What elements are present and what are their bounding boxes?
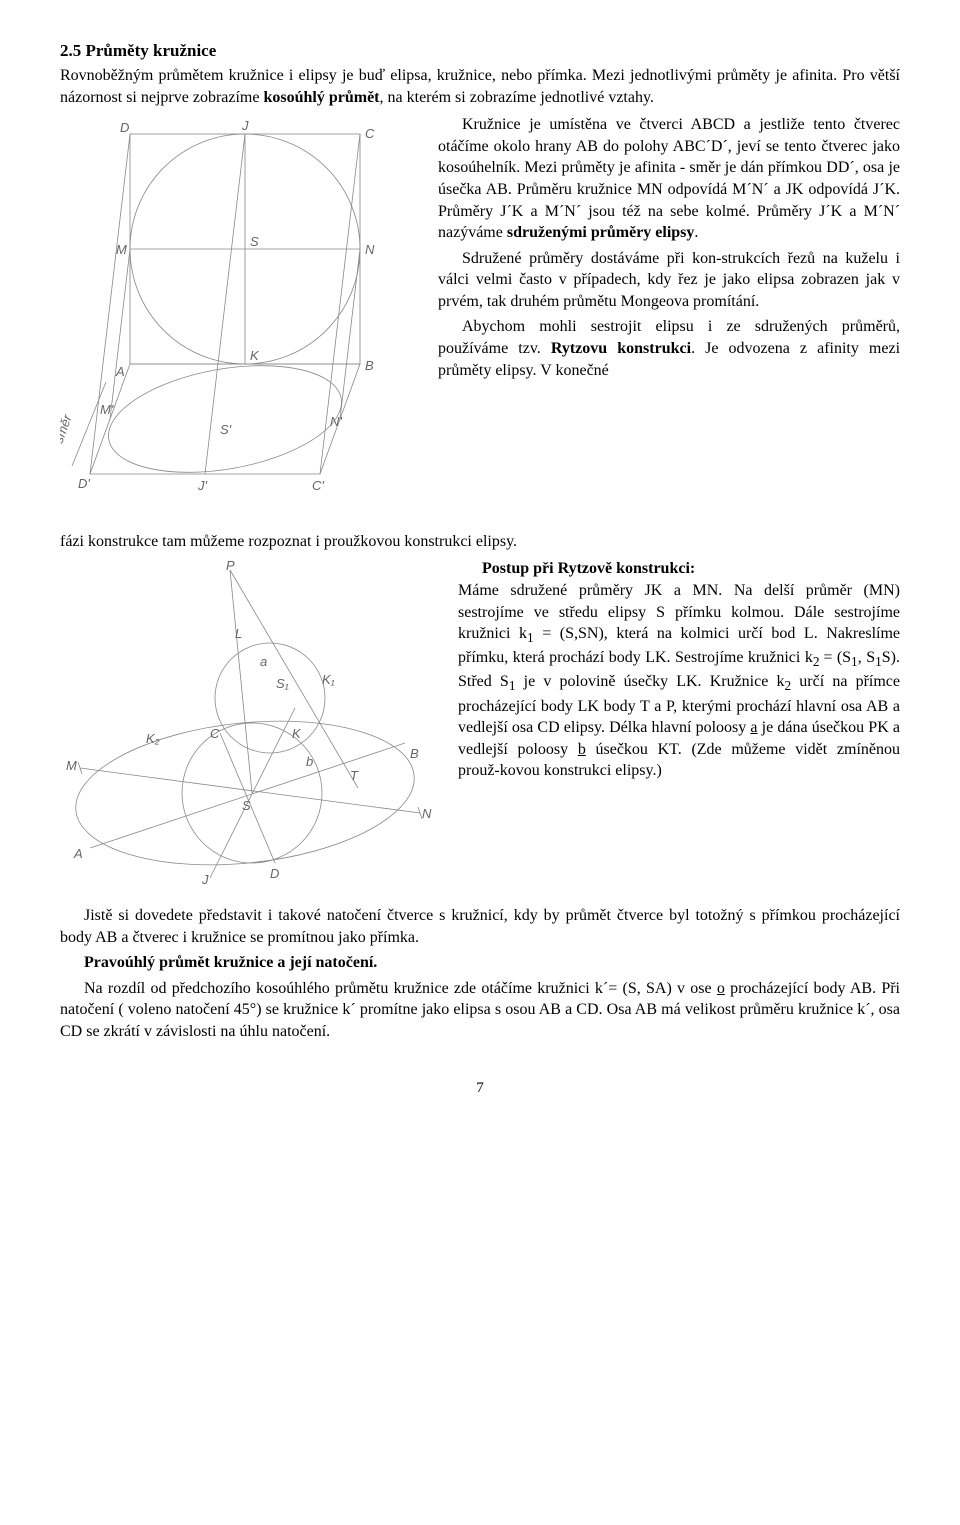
mid-line: fázi konstrukce tam můžeme rozpoznat i p… <box>60 531 900 553</box>
lbl2-K1: K₁ <box>322 672 335 687</box>
lbl2-S1: S₁ <box>276 676 289 691</box>
r2-d: , S <box>858 649 875 666</box>
r2-f: je v polovině úsečky LK. Kružnice k <box>516 673 785 690</box>
r2-head: Postup při Rytzově konstrukci: <box>482 560 695 577</box>
r2-s2: 2 <box>813 654 823 669</box>
figure-2: P L a S₁ K₁ K₂ C K b T B M S N A J D <box>60 558 440 895</box>
lbl2-D: D <box>270 866 279 881</box>
r1-p2: Sdružené průměry dostáváme při kon-struk… <box>438 248 900 313</box>
lbl-J: J <box>241 118 249 133</box>
section-heading: 2.5 Průměty kružnice <box>60 40 900 63</box>
subheading: Pravoúhlý průmět kružnice a její natočen… <box>60 952 900 974</box>
intro-tail: , na kterém si zobrazíme jednotlivé vzta… <box>380 89 654 106</box>
r1-p3b: Rytzovu konstrukci <box>551 340 691 357</box>
lbl2-J: J <box>201 872 209 887</box>
r1-p3: Abychom mohli sestrojit elipsu i ze sdru… <box>438 316 900 381</box>
lbl2-C: C <box>210 726 220 741</box>
lbl-Np: N' <box>330 414 342 429</box>
lbl2-P: P <box>226 558 235 573</box>
text-col-1: Kružnice je umístěna ve čtverci ABCD a j… <box>438 114 900 521</box>
lbl-C: C <box>365 126 375 141</box>
row-1: D J C M S N A K B M' S' N' D' J' C' směr… <box>60 114 900 521</box>
lbl2-a: a <box>260 654 267 669</box>
lbl2-L: L <box>235 626 242 641</box>
lbl2-A: A <box>73 846 83 861</box>
b2-uo: o <box>717 980 725 997</box>
r2-s4: 1 <box>875 654 882 669</box>
lbl2-b: b <box>306 754 313 769</box>
lbl-S: S <box>250 234 259 249</box>
r2-c: = (S <box>823 649 851 666</box>
lbl-smer: směr <box>60 412 75 445</box>
lbl2-K2: K₂ <box>146 731 160 746</box>
r2-body: Postup při Rytzově konstrukci: Máme sdru… <box>458 558 900 782</box>
page-number: 7 <box>60 1078 900 1098</box>
r2-s1: 1 <box>527 630 534 645</box>
r2-ua: a <box>750 719 757 736</box>
lbl2-T: T <box>350 768 359 783</box>
r2-s3: 1 <box>851 654 858 669</box>
r1-p1c: . <box>694 224 698 241</box>
row-2: P L a S₁ K₁ K₂ C K b T B M S N A J D Pos… <box>60 558 900 895</box>
lbl2-M: M <box>66 758 77 773</box>
lbl-D: D <box>120 120 129 135</box>
lbl2-N: N <box>422 806 432 821</box>
b2a: Na rozdíl od předchozího kosoúhlého prům… <box>84 980 717 997</box>
lbl-Dp: D' <box>78 476 90 491</box>
r1-p1b: sdruženými průměry elipsy <box>507 224 695 241</box>
lbl-A: A <box>115 364 125 379</box>
r1-p1a: Kružnice je umístěna ve čtverci ABCD a j… <box>438 116 900 241</box>
lbl-Jp: J' <box>197 478 208 493</box>
lbl-M: M <box>116 242 127 257</box>
lbl-Mp: M' <box>100 402 114 417</box>
r2-s5: 1 <box>509 679 516 694</box>
lbl-Cp: C' <box>312 478 324 493</box>
text-col-2: Postup při Rytzově konstrukci: Máme sdru… <box>458 558 900 895</box>
bottom-p2: Na rozdíl od předchozího kosoúhlého prům… <box>60 978 900 1043</box>
lbl-K: K <box>250 348 260 363</box>
lbl-N: N <box>365 242 375 257</box>
lbl2-S: S <box>242 798 251 813</box>
bottom-p1: Jistě si dovedete představit i takové na… <box>60 905 900 948</box>
lbl2-B: B <box>410 746 419 761</box>
lbl-Sp: S' <box>220 422 232 437</box>
intro-bold: kosoúhlý průmět <box>263 89 379 106</box>
intro-paragraph: Rovnoběžným průmětem kružnice i elipsy j… <box>60 65 900 108</box>
lbl-B: B <box>365 358 374 373</box>
lbl2-K: K <box>292 726 302 741</box>
r2-ub: b <box>578 741 586 758</box>
r1-p1: Kružnice je umístěna ve čtverci ABCD a j… <box>438 114 900 244</box>
figure-1: D J C M S N A K B M' S' N' D' J' C' směr <box>60 114 420 521</box>
